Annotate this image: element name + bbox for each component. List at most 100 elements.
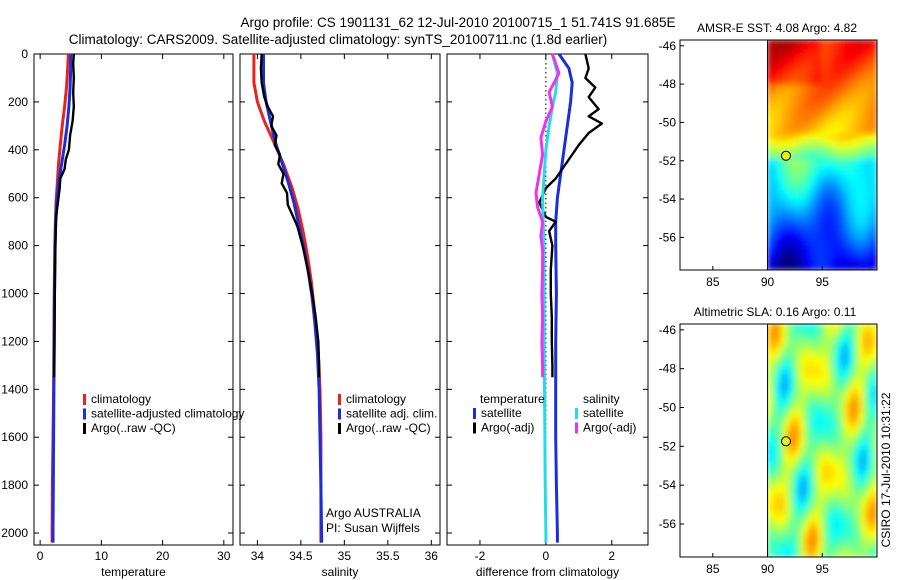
heatmap-cell [808, 224, 814, 231]
heatmap-cell [858, 531, 864, 538]
heatmap-cell [835, 129, 842, 136]
heatmap-cell [858, 480, 864, 487]
heatmap-cell [812, 495, 819, 502]
heatmap-cell [794, 384, 800, 391]
heatmap-cell [780, 119, 787, 126]
heatmap-cell [867, 343, 873, 350]
heatmap-cell [798, 40, 805, 46]
heatmap-cell [835, 154, 842, 161]
heatmap-cell [867, 144, 873, 151]
heatmap-cell [794, 129, 800, 136]
heatmap-cell [821, 404, 828, 411]
heatmap-cell [867, 169, 873, 176]
heatmap-cell [871, 394, 877, 401]
heatmap-cell [835, 119, 842, 126]
heatmap-cell [780, 324, 787, 330]
heatmap-cell [840, 409, 846, 416]
heatmap-cell [785, 541, 791, 548]
heatmap-cell [849, 510, 855, 517]
heatmap-cell [858, 84, 864, 91]
heatmap-cell [808, 343, 814, 350]
heatmap-cell [794, 229, 800, 236]
heatmap-cell [812, 353, 819, 360]
heatmap-cell [871, 119, 877, 126]
heatmap-cell [840, 79, 846, 86]
heatmap-cell [771, 369, 778, 376]
heatmap-cell [803, 174, 810, 181]
heatmap-cell [844, 521, 851, 528]
heatmap-cell [808, 353, 814, 360]
heatmap-cell [862, 419, 869, 426]
heatmap-cell [867, 333, 873, 340]
heatmap-cell [835, 414, 842, 421]
heatmap-cell [849, 54, 855, 61]
heatmap-cell [835, 404, 842, 411]
heatmap-cell [844, 264, 851, 270]
heatmap-cell [830, 40, 837, 46]
heatmap-cell [776, 490, 782, 497]
heatmap-cell [780, 64, 787, 71]
heatmap-cell [849, 164, 855, 171]
depth-tick-label: 1400 [1, 382, 28, 396]
heatmap-cell [771, 374, 778, 381]
heatmap-cell [785, 358, 791, 366]
heatmap-cell [798, 531, 805, 538]
heatmap-cell [812, 209, 819, 216]
heatmap-cell [798, 89, 805, 96]
heatmap-cell [853, 434, 860, 441]
heatmap-cell [776, 369, 782, 376]
heatmap-cell [835, 229, 842, 236]
heatmap-cell [798, 521, 805, 528]
heatmap-cell [776, 99, 782, 106]
heatmap-cell [812, 546, 819, 553]
heatmap-cell [789, 59, 796, 66]
heatmap-cell [803, 104, 810, 111]
heatmap-cell [821, 369, 828, 376]
heatmap-cell [789, 480, 796, 487]
heatmap-cell [776, 521, 782, 528]
heatmap-cell [789, 369, 796, 376]
heatmap-cell [812, 119, 819, 126]
heatmap-cell [803, 485, 810, 492]
heatmap-cell [821, 358, 828, 366]
heatmap-cell [858, 434, 864, 441]
heatmap-cell [798, 424, 805, 431]
heatmap-cell [830, 264, 837, 270]
heatmap-cell [844, 470, 851, 477]
heatmap-cell [840, 74, 846, 81]
legend-label: satellite-adjusted climatology [91, 407, 244, 421]
heatmap-cell [862, 59, 869, 66]
heatmap-cell [785, 264, 791, 270]
heatmap-cell [771, 159, 778, 166]
heatmap-cell [794, 204, 800, 211]
heatmap-cell [803, 99, 810, 106]
heatmap-cell [867, 531, 873, 538]
heatmap-cell [812, 521, 819, 528]
heatmap-cell [789, 169, 796, 176]
heatmap-cell [821, 526, 828, 533]
heatmap-cell [812, 164, 819, 171]
heatmap-cell [817, 353, 823, 360]
heatmap-cell [767, 69, 773, 76]
heatmap-cell [780, 114, 787, 121]
heatmap-cell [771, 99, 778, 106]
heatmap-cell [867, 89, 873, 96]
heatmap-cell [771, 343, 778, 350]
heatmap-cell [767, 429, 773, 436]
heatmap-cell [862, 264, 869, 270]
heatmap-cell [771, 114, 778, 121]
heatmap-cell [789, 450, 796, 457]
heatmap-cell [830, 59, 837, 66]
heatmap-cell [789, 324, 796, 330]
heatmap-cell [840, 69, 846, 76]
heatmap-cell [871, 74, 877, 81]
heatmap-cell [867, 224, 873, 231]
heatmap-cell [794, 521, 800, 528]
heatmap-cell [844, 536, 851, 543]
heatmap-cell [776, 450, 782, 457]
heatmap-cell [830, 144, 837, 151]
heatmap-cell [812, 124, 819, 131]
heatmap-cell [767, 84, 773, 91]
heatmap-cell [844, 424, 851, 431]
